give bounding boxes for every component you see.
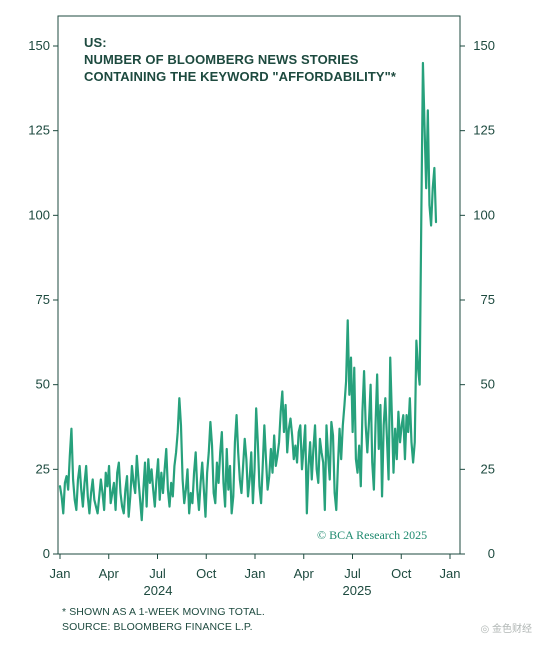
y-tick-label-left: 50 xyxy=(36,377,50,392)
y-tick-label-right: 75 xyxy=(481,292,495,307)
x-tick-label: Jul xyxy=(344,566,361,581)
series-group xyxy=(58,61,438,522)
x-tick-label: Apr xyxy=(294,566,315,581)
year-label-2025: 2025 xyxy=(343,583,372,598)
x-tick-label: Oct xyxy=(391,566,412,581)
x-tick-label: Jul xyxy=(149,566,166,581)
y-tick-label-left: 150 xyxy=(28,38,50,53)
x-tick-label: Jan xyxy=(50,566,71,581)
footnote-moving-total: * SHOWN AS A 1-WEEK MOVING TOTAL. xyxy=(62,606,265,618)
year-label-2024: 2024 xyxy=(144,583,173,598)
y-tick-label-right: 100 xyxy=(473,207,495,222)
y-tick-label-left: 25 xyxy=(36,461,50,476)
y-tick-label-right: 0 xyxy=(488,546,495,561)
y-axis-left: 0 25 50 75 100 125 150 xyxy=(28,38,58,561)
x-tick-label: Jan xyxy=(440,566,461,581)
y-tick-label-right: 50 xyxy=(481,377,495,392)
x-tick-label: Oct xyxy=(196,566,217,581)
social-caption: ◎ 金色财经 xyxy=(480,624,532,635)
y-tick-label-left: 125 xyxy=(28,123,50,138)
footnote-source: SOURCE: BLOOMBERG FINANCE L.P. xyxy=(62,621,253,633)
plot-frame xyxy=(57,15,461,555)
y-tick-label-right: 150 xyxy=(473,38,495,53)
y-axis-right: 0 25 50 75 100 125 150 xyxy=(460,38,495,561)
x-tick-label: Apr xyxy=(99,566,120,581)
chart-title: US: xyxy=(84,35,107,50)
chart-subtitle-line-2: CONTAINING THE KEYWORD "AFFORDABILITY"* xyxy=(84,69,397,84)
y-tick-label-left: 75 xyxy=(36,292,50,307)
y-tick-label-right: 125 xyxy=(473,123,495,138)
y-tick-label-left: 100 xyxy=(28,207,50,222)
series-line-0 xyxy=(58,61,438,522)
x-axis: Jan Apr Jul Oct Jan Apr Jul Oct Jan xyxy=(50,554,461,581)
chart-subtitle-line-1: NUMBER OF BLOOMBERG NEWS STORIES xyxy=(84,52,359,67)
y-tick-label-left: 0 xyxy=(43,546,50,561)
y-tick-label-right: 25 xyxy=(481,461,495,476)
watermark-text: © BCA Research 2025 xyxy=(317,528,427,542)
x-tick-label: Jan xyxy=(245,566,266,581)
